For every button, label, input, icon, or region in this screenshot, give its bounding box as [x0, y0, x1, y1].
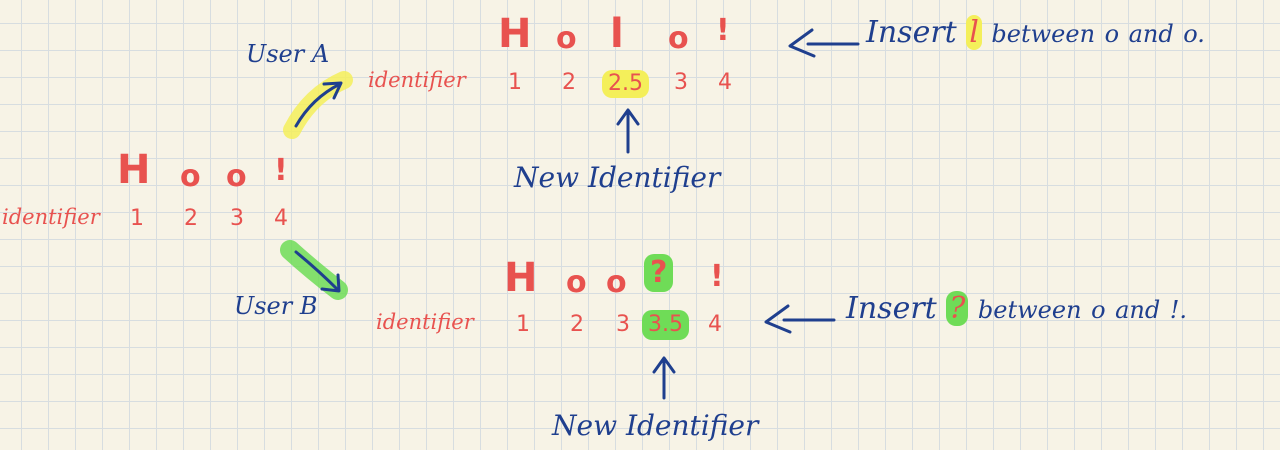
new-identifier-b-up-arrow: [652, 356, 676, 400]
base-id-1: 1: [130, 206, 144, 231]
b-char-o1: o: [566, 265, 587, 300]
a-char-o1: o: [556, 21, 577, 56]
b-note: Insert ? between o and !.: [846, 291, 1188, 326]
note-b-left-arrow: [764, 304, 836, 334]
a-id-new: 2.5: [602, 70, 649, 98]
b-id-1: 1: [516, 312, 530, 337]
b-note-inserted: ?: [946, 291, 969, 326]
a-note-inserted: l: [966, 15, 982, 50]
a-note-conj: and: [1128, 20, 1174, 48]
a-id-3: 3: [674, 70, 688, 95]
b-identifier-label: identifier: [376, 310, 474, 334]
base-identifier-label: identifier: [2, 205, 100, 229]
base-id-2: 2: [184, 206, 198, 231]
a-note-prefix: Insert: [866, 15, 957, 50]
note-a-left-arrow: [788, 28, 860, 58]
a-char-o2: o: [668, 21, 689, 56]
new-identifier-a-up-arrow: [616, 108, 640, 154]
b-note-end2: !.: [1169, 296, 1188, 324]
a-id-2: 2: [562, 70, 576, 95]
a-char-bang: !: [716, 13, 730, 48]
b-char-bang: !: [710, 259, 724, 294]
user-a-arrow: [294, 81, 343, 128]
b-new-identifier-label: New Identifier: [552, 409, 759, 442]
user-b-label: User B: [234, 292, 318, 320]
b-note-end1: o: [1091, 296, 1106, 324]
base-char-h: H: [117, 147, 151, 193]
b-note-conj: and: [1115, 296, 1161, 324]
user-b-arrow: [294, 250, 341, 293]
a-new-identifier-label: New Identifier: [514, 161, 721, 194]
user-a-label: User A: [246, 40, 330, 68]
a-note: Insert l between o and o.: [866, 15, 1205, 50]
base-id-4: 4: [274, 206, 288, 231]
b-id-2: 2: [570, 312, 584, 337]
b-note-rest: between: [977, 296, 1082, 324]
b-id-new: 3.5: [642, 310, 689, 340]
a-id-1: 1: [508, 70, 522, 95]
a-note-rest: between: [991, 20, 1096, 48]
a-char-l: l: [610, 11, 624, 57]
b-note-prefix: Insert: [846, 291, 937, 326]
b-char-h: H: [504, 255, 538, 301]
base-char-o2: o: [226, 159, 247, 194]
a-note-end2: o.: [1183, 20, 1205, 48]
a-id-4: 4: [718, 70, 732, 95]
b-char-question: ?: [644, 254, 674, 292]
b-id-4: 4: [708, 312, 722, 337]
base-char-o1: o: [180, 159, 201, 194]
a-char-h: H: [498, 11, 532, 57]
a-note-end1: o: [1104, 20, 1120, 48]
base-char-bang: !: [274, 153, 288, 188]
b-id-3: 3: [616, 312, 630, 337]
b-char-o2: o: [606, 265, 627, 300]
base-id-3: 3: [230, 206, 244, 231]
a-identifier-label: identifier: [368, 68, 466, 92]
